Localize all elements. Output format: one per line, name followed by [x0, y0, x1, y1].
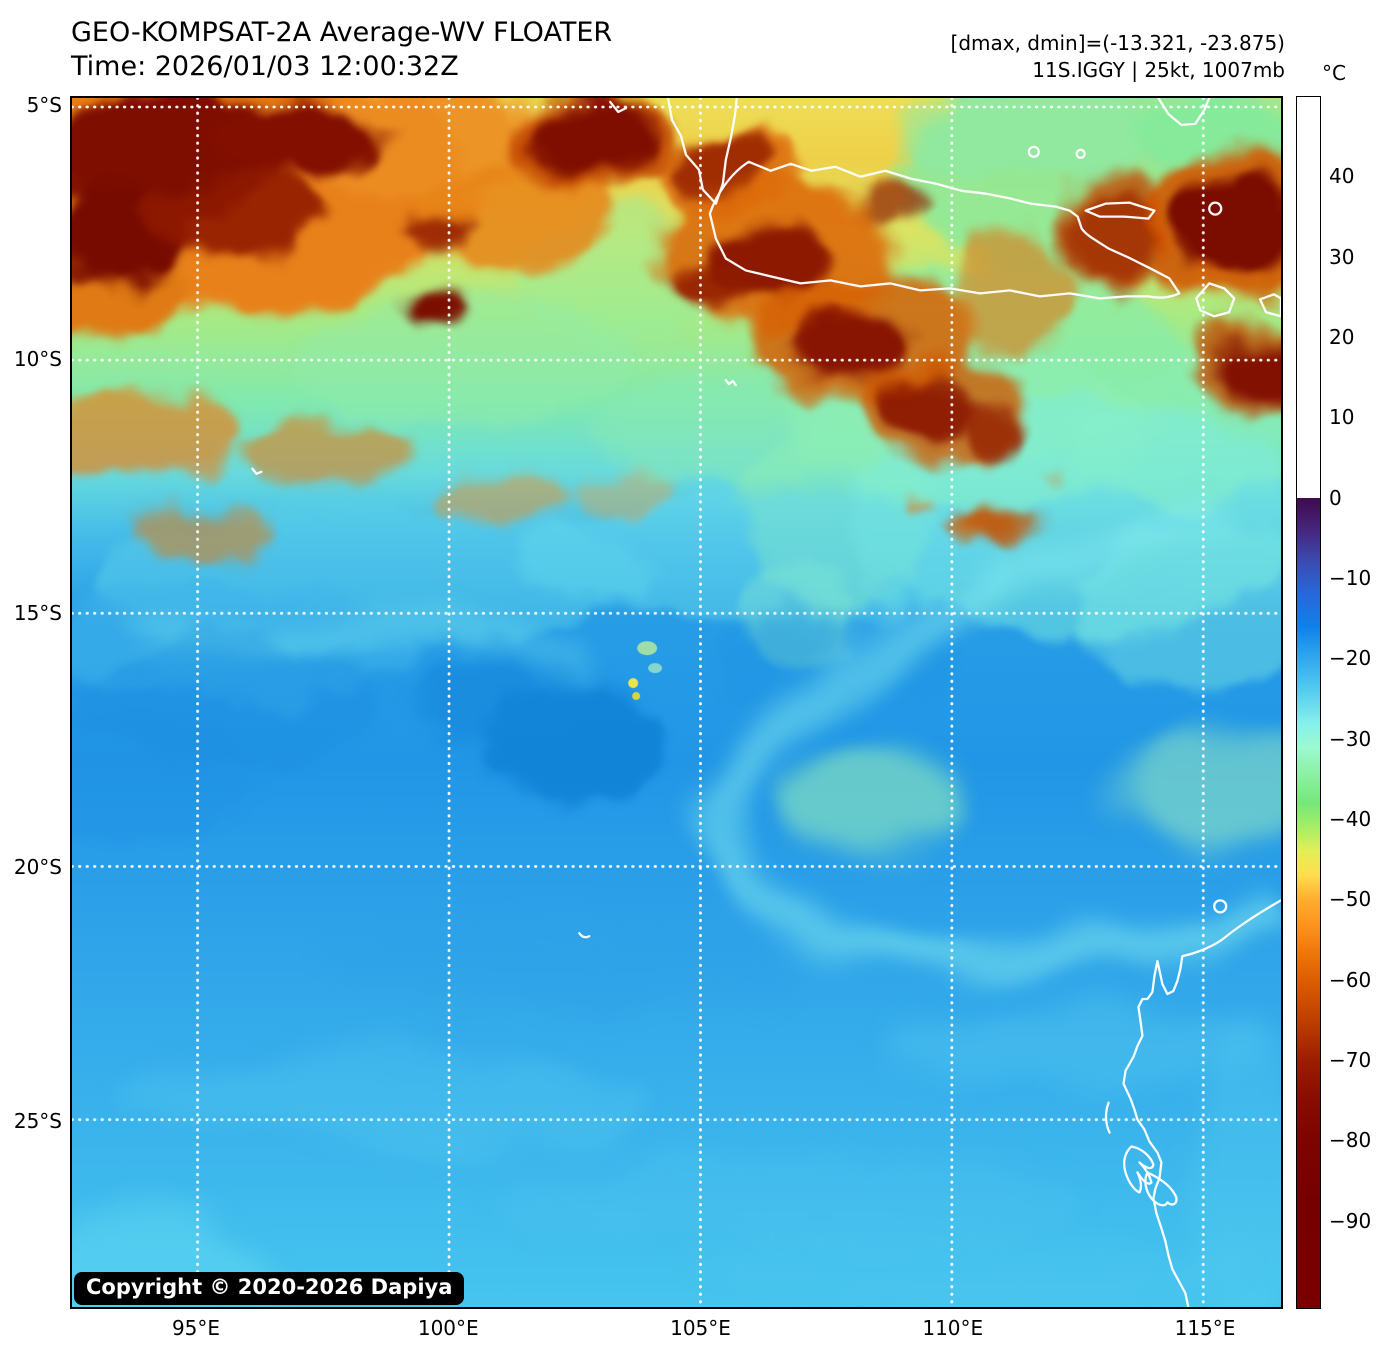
lon-tick-label: 100°E	[418, 1316, 479, 1340]
title-block: GEO-KOMPSAT-2A Average-WV FLOATER Time: …	[71, 16, 612, 84]
colorbar-tick-label: 0	[1329, 486, 1342, 510]
lon-tick-label: 110°E	[922, 1316, 983, 1340]
lon-tick-label: 95°E	[172, 1316, 220, 1340]
colorbar-tick-label: −80	[1329, 1128, 1371, 1152]
colorbar-tick-label: −90	[1329, 1209, 1371, 1233]
satellite-image	[72, 98, 1281, 1307]
figure-subtitle: Time: 2026/01/03 12:00:32Z	[71, 50, 612, 84]
lat-tick-label: 15°S	[0, 600, 62, 626]
figure-root: GEO-KOMPSAT-2A Average-WV FLOATER Time: …	[0, 0, 1388, 1359]
colorbar-tick-label: −70	[1329, 1048, 1371, 1072]
lat-tick-label: 20°S	[0, 854, 62, 880]
colorbar-tick-label: 30	[1329, 245, 1354, 269]
colorbar	[1296, 96, 1321, 1309]
colorbar-tick-label: −50	[1329, 887, 1371, 911]
annotation-storm-info: 11S.IGGY | 25kt, 1007mb	[951, 57, 1285, 84]
colorbar-tick-label: −20	[1329, 646, 1371, 670]
colorbar-tick-label: 40	[1329, 164, 1354, 188]
annotation-block: [dmax, dmin]=(-13.321, -23.875) 11S.IGGY…	[951, 30, 1285, 84]
lon-tick-label: 105°E	[670, 1316, 731, 1340]
copyright-badge: Copyright © 2020-2026 Dapiya	[74, 1272, 464, 1305]
lat-tick-label: 10°S	[0, 346, 62, 372]
lat-tick-label: 5°S	[0, 92, 62, 118]
annotation-dmax-dmin: [dmax, dmin]=(-13.321, -23.875)	[951, 30, 1285, 57]
colorbar-tick-label: 20	[1329, 325, 1354, 349]
colorbar-tick-label: −30	[1329, 727, 1371, 751]
colorbar-unit-label: °C	[1322, 61, 1346, 85]
colorbar-tick-label: −40	[1329, 807, 1371, 831]
colorbar-tick-label: 10	[1329, 405, 1354, 429]
figure-title: GEO-KOMPSAT-2A Average-WV FLOATER	[71, 16, 612, 50]
colorbar-tick-label: −60	[1329, 968, 1371, 992]
colorbar-tick-label: −10	[1329, 566, 1371, 590]
map-panel: Copyright © 2020-2026 Dapiya	[70, 96, 1283, 1309]
lon-tick-label: 115°E	[1175, 1316, 1236, 1340]
lat-tick-label: 25°S	[0, 1108, 62, 1134]
